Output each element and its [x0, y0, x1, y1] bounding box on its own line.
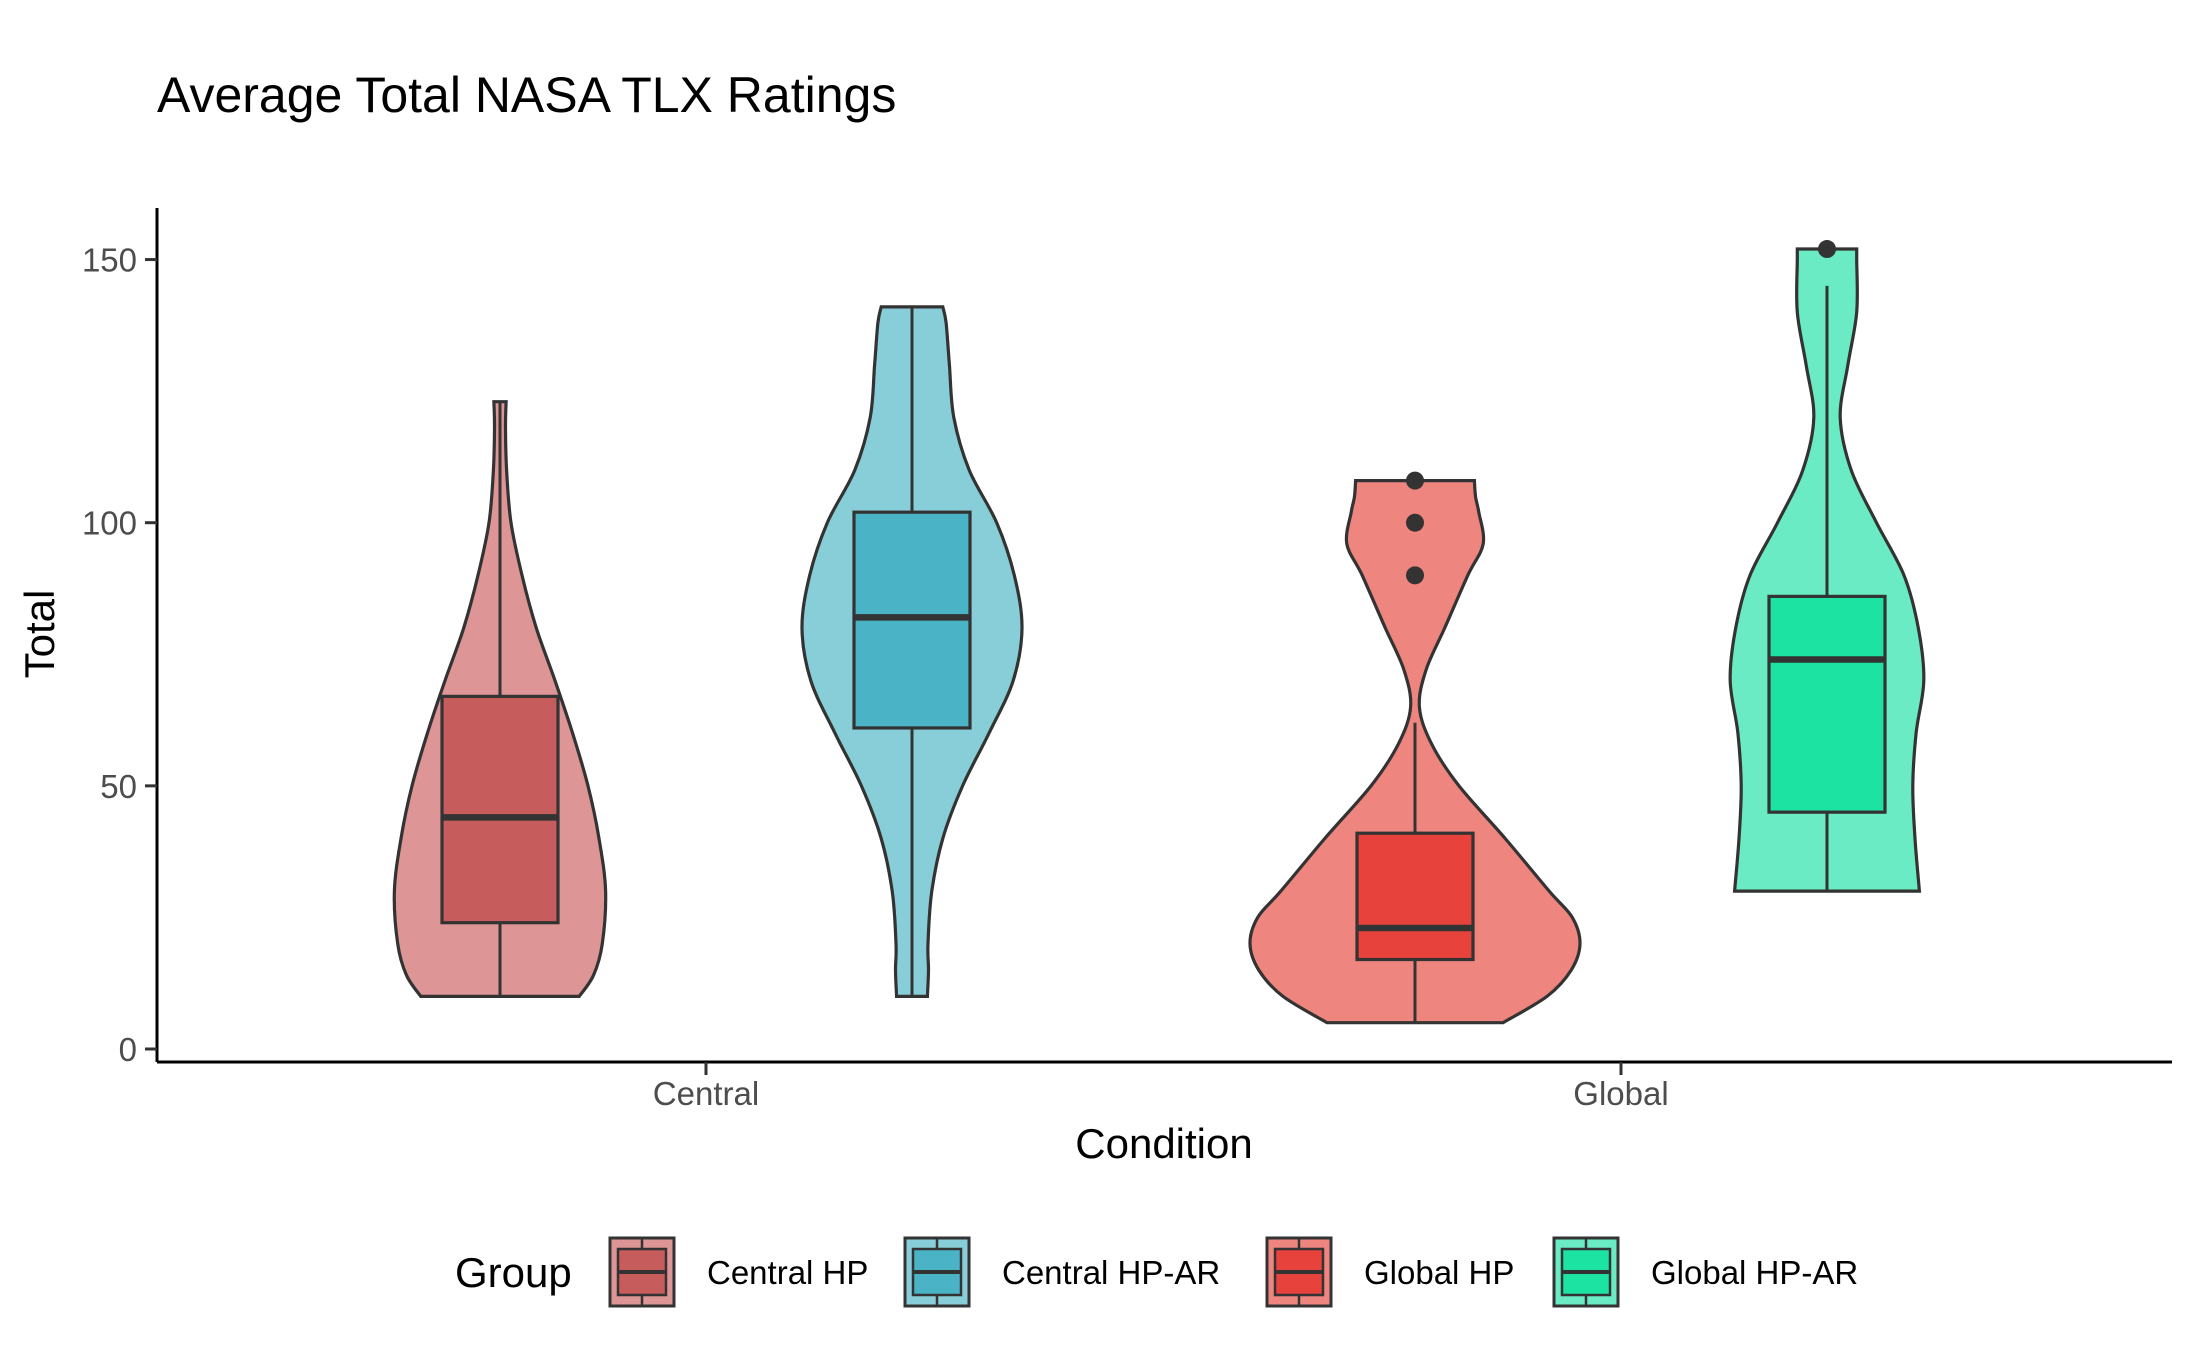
series-central-hp: [392, 400, 608, 998]
box-global-hp: [1355, 831, 1475, 962]
legend-item-central-hp: Central HP: [608, 1236, 868, 1308]
x-axis-label: Condition: [1075, 1120, 1252, 1167]
box-central-hp: [440, 694, 560, 925]
legend: Group Central HP Central HP-AR Global HP Gl…: [455, 1236, 1858, 1308]
legend-item-central-hp-ar: Central HP-AR: [903, 1236, 1220, 1308]
series-central-hp-ar: [800, 305, 1024, 998]
outlier-point-global-hp-1: [1406, 513, 1424, 532]
y-axis-label: Total: [16, 590, 63, 679]
outlier-point-global-hp-ar-0: [1818, 240, 1836, 259]
outlier-point-global-hp-0: [1406, 566, 1424, 585]
y-tick-label-0: 0: [119, 1031, 137, 1068]
y-tick-label-50: 50: [100, 768, 137, 805]
y-tick-label-150: 150: [82, 242, 137, 279]
legend-title: Group: [455, 1249, 572, 1296]
x-axis-ticks: Central Global: [653, 1062, 1669, 1112]
chart-title: Average Total NASA TLX Ratings: [157, 67, 896, 123]
x-tick-label-central: Central: [653, 1075, 759, 1112]
box-global-hp-ar: [1767, 594, 1887, 814]
plot-area: [392, 240, 1926, 1025]
outlier-point-global-hp-2: [1406, 471, 1424, 490]
legend-item-global-hp: Global HP: [1265, 1236, 1514, 1308]
legend-label-central-hp-ar: Central HP-AR: [1002, 1254, 1220, 1291]
series-global-hp-ar: [1728, 240, 1926, 893]
x-tick-label-global: Global: [1573, 1075, 1668, 1112]
legend-item-global-hp-ar: Global HP-AR: [1552, 1236, 1858, 1308]
series-global-hp: [1248, 471, 1582, 1025]
legend-label-global-hp-ar: Global HP-AR: [1651, 1254, 1858, 1291]
legend-label-global-hp: Global HP: [1364, 1254, 1514, 1291]
y-tick-label-100: 100: [82, 505, 137, 542]
y-axis-ticks: 0 50 100 150: [82, 242, 157, 1068]
legend-label-central-hp: Central HP: [707, 1254, 868, 1291]
